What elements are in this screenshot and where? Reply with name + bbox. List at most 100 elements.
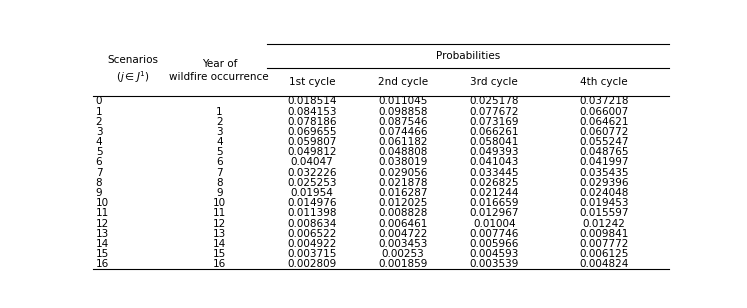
Text: 14: 14 bbox=[96, 239, 109, 249]
Text: 15: 15 bbox=[213, 249, 226, 259]
Text: 0.064621: 0.064621 bbox=[580, 117, 629, 127]
Text: 0.006522: 0.006522 bbox=[288, 229, 337, 239]
Text: 0.008634: 0.008634 bbox=[288, 219, 337, 229]
Text: 0.048808: 0.048808 bbox=[379, 147, 428, 157]
Text: 0.007772: 0.007772 bbox=[580, 239, 629, 249]
Text: 0.069655: 0.069655 bbox=[287, 127, 337, 137]
Text: 2nd cycle: 2nd cycle bbox=[378, 77, 428, 87]
Text: 0.060772: 0.060772 bbox=[580, 127, 629, 137]
Text: 4th cycle: 4th cycle bbox=[580, 77, 628, 87]
Text: 0.066261: 0.066261 bbox=[470, 127, 519, 137]
Text: 0.049393: 0.049393 bbox=[470, 147, 519, 157]
Text: Probabilities: Probabilities bbox=[436, 51, 500, 61]
Text: 0.01954: 0.01954 bbox=[291, 188, 333, 198]
Text: 10: 10 bbox=[213, 198, 226, 208]
Text: 1: 1 bbox=[216, 107, 223, 116]
Text: 0.048765: 0.048765 bbox=[580, 147, 629, 157]
Text: 3: 3 bbox=[96, 127, 102, 137]
Text: 0.016659: 0.016659 bbox=[470, 198, 519, 208]
Text: 0.058041: 0.058041 bbox=[470, 137, 519, 147]
Text: 1: 1 bbox=[96, 107, 102, 116]
Text: 0.018514: 0.018514 bbox=[287, 96, 337, 106]
Text: 0: 0 bbox=[96, 96, 102, 106]
Text: 0.011045: 0.011045 bbox=[379, 96, 428, 106]
Text: 0.004593: 0.004593 bbox=[470, 249, 519, 259]
Text: 0.01004: 0.01004 bbox=[473, 219, 515, 229]
Text: 7: 7 bbox=[96, 168, 102, 178]
Text: 0.098858: 0.098858 bbox=[378, 107, 428, 116]
Text: 0.025178: 0.025178 bbox=[470, 96, 519, 106]
Text: 0.014976: 0.014976 bbox=[287, 198, 337, 208]
Text: 0.084153: 0.084153 bbox=[287, 107, 337, 116]
Text: 0.003453: 0.003453 bbox=[379, 239, 428, 249]
Text: 0.073169: 0.073169 bbox=[470, 117, 519, 127]
Text: 0.021244: 0.021244 bbox=[470, 188, 519, 198]
Text: 0.041997: 0.041997 bbox=[580, 157, 629, 168]
Text: 5: 5 bbox=[216, 147, 223, 157]
Text: 0.008828: 0.008828 bbox=[379, 209, 428, 218]
Text: 0.004722: 0.004722 bbox=[379, 229, 428, 239]
Text: 0.012967: 0.012967 bbox=[470, 209, 519, 218]
Text: 11: 11 bbox=[96, 209, 109, 218]
Text: 2: 2 bbox=[216, 117, 223, 127]
Text: 0.005966: 0.005966 bbox=[470, 239, 519, 249]
Text: 0.029056: 0.029056 bbox=[379, 168, 428, 178]
Text: 0.006125: 0.006125 bbox=[580, 249, 629, 259]
Text: 0.055247: 0.055247 bbox=[580, 137, 629, 147]
Text: 0.066007: 0.066007 bbox=[580, 107, 629, 116]
Text: 9: 9 bbox=[216, 188, 223, 198]
Text: 8: 8 bbox=[96, 178, 102, 188]
Text: 0.015597: 0.015597 bbox=[580, 209, 629, 218]
Text: 0.021878: 0.021878 bbox=[378, 178, 428, 188]
Text: 0.024048: 0.024048 bbox=[580, 188, 629, 198]
Text: 0.001859: 0.001859 bbox=[379, 259, 428, 269]
Text: 0.041043: 0.041043 bbox=[470, 157, 519, 168]
Text: 0.077672: 0.077672 bbox=[470, 107, 519, 116]
Text: 0.004824: 0.004824 bbox=[580, 259, 629, 269]
Text: 0.038019: 0.038019 bbox=[379, 157, 428, 168]
Text: 16: 16 bbox=[96, 259, 109, 269]
Text: 0.009841: 0.009841 bbox=[580, 229, 629, 239]
Text: 0.037218: 0.037218 bbox=[580, 96, 629, 106]
Text: 0.007746: 0.007746 bbox=[470, 229, 519, 239]
Text: 3rd cycle: 3rd cycle bbox=[471, 77, 518, 87]
Text: 0.035435: 0.035435 bbox=[580, 168, 629, 178]
Text: 8: 8 bbox=[216, 178, 223, 188]
Text: 12: 12 bbox=[213, 219, 226, 229]
Text: 4: 4 bbox=[96, 137, 102, 147]
Text: 1st cycle: 1st cycle bbox=[288, 77, 335, 87]
Text: 14: 14 bbox=[213, 239, 226, 249]
Text: 0.012025: 0.012025 bbox=[379, 198, 428, 208]
Text: 7: 7 bbox=[216, 168, 223, 178]
Text: 13: 13 bbox=[96, 229, 109, 239]
Text: 0.00253: 0.00253 bbox=[382, 249, 424, 259]
Text: 16: 16 bbox=[213, 259, 226, 269]
Text: 0.04047: 0.04047 bbox=[291, 157, 333, 168]
Text: 13: 13 bbox=[213, 229, 226, 239]
Text: 0.087546: 0.087546 bbox=[378, 117, 428, 127]
Text: 0.074466: 0.074466 bbox=[378, 127, 428, 137]
Text: Year of
wildfire occurrence: Year of wildfire occurrence bbox=[170, 59, 269, 82]
Text: 10: 10 bbox=[96, 198, 109, 208]
Text: 0.033445: 0.033445 bbox=[470, 168, 519, 178]
Text: 0.003539: 0.003539 bbox=[470, 259, 519, 269]
Text: 9: 9 bbox=[96, 188, 102, 198]
Text: Scenarios
$(j \in J^1)$: Scenarios $(j \in J^1)$ bbox=[107, 55, 158, 85]
Text: 0.01242: 0.01242 bbox=[583, 219, 626, 229]
Text: 0.026825: 0.026825 bbox=[470, 178, 519, 188]
Text: 0.032226: 0.032226 bbox=[287, 168, 337, 178]
Text: 0.004922: 0.004922 bbox=[288, 239, 337, 249]
Text: 0.059807: 0.059807 bbox=[288, 137, 337, 147]
Text: 6: 6 bbox=[216, 157, 223, 168]
Text: 11: 11 bbox=[213, 209, 226, 218]
Text: 0.011398: 0.011398 bbox=[287, 209, 337, 218]
Text: 0.003715: 0.003715 bbox=[288, 249, 337, 259]
Text: 6: 6 bbox=[96, 157, 102, 168]
Text: 0.002809: 0.002809 bbox=[288, 259, 337, 269]
Text: 12: 12 bbox=[96, 219, 109, 229]
Text: 0.025253: 0.025253 bbox=[287, 178, 337, 188]
Text: 5: 5 bbox=[96, 147, 102, 157]
Text: 0.078186: 0.078186 bbox=[287, 117, 337, 127]
Text: 0.029396: 0.029396 bbox=[580, 178, 629, 188]
Text: 3: 3 bbox=[216, 127, 223, 137]
